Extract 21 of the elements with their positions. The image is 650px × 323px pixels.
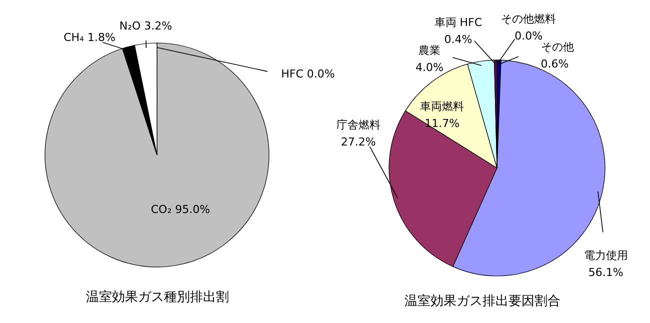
text: 温室効果ガス排出要因割合 [404,293,560,309]
data-label: 4.0% [416,61,444,74]
text: 0.0% [514,29,543,42]
pie-slice [44,42,270,268]
slice-label: 電力使用 [584,249,628,262]
data-label: 0.4% [444,33,472,46]
data-label: 56.1% [588,266,624,280]
slice-label: 庁舎燃料 [336,118,380,132]
slice-label: 農業 [418,44,440,58]
slice-label: 車両燃料 [420,100,464,114]
slice-label: CO₂ 95.0% [150,203,210,216]
data-label: 11.7% [424,117,460,130]
category-label: その他燃料 [501,12,556,26]
slice-label: N₂O 3.2% [119,19,172,32]
data-label: 27.2% [340,136,376,149]
data-label: 0.6% [540,58,569,71]
slice-label: CH₄ 1.8% [64,31,116,44]
category-label: HFC 0.0% [281,67,335,80]
slice-label: 車両 HFC [434,16,482,30]
text: 温室効果ガス種別排出割 [86,289,229,305]
legend-label: その他 [540,40,574,54]
